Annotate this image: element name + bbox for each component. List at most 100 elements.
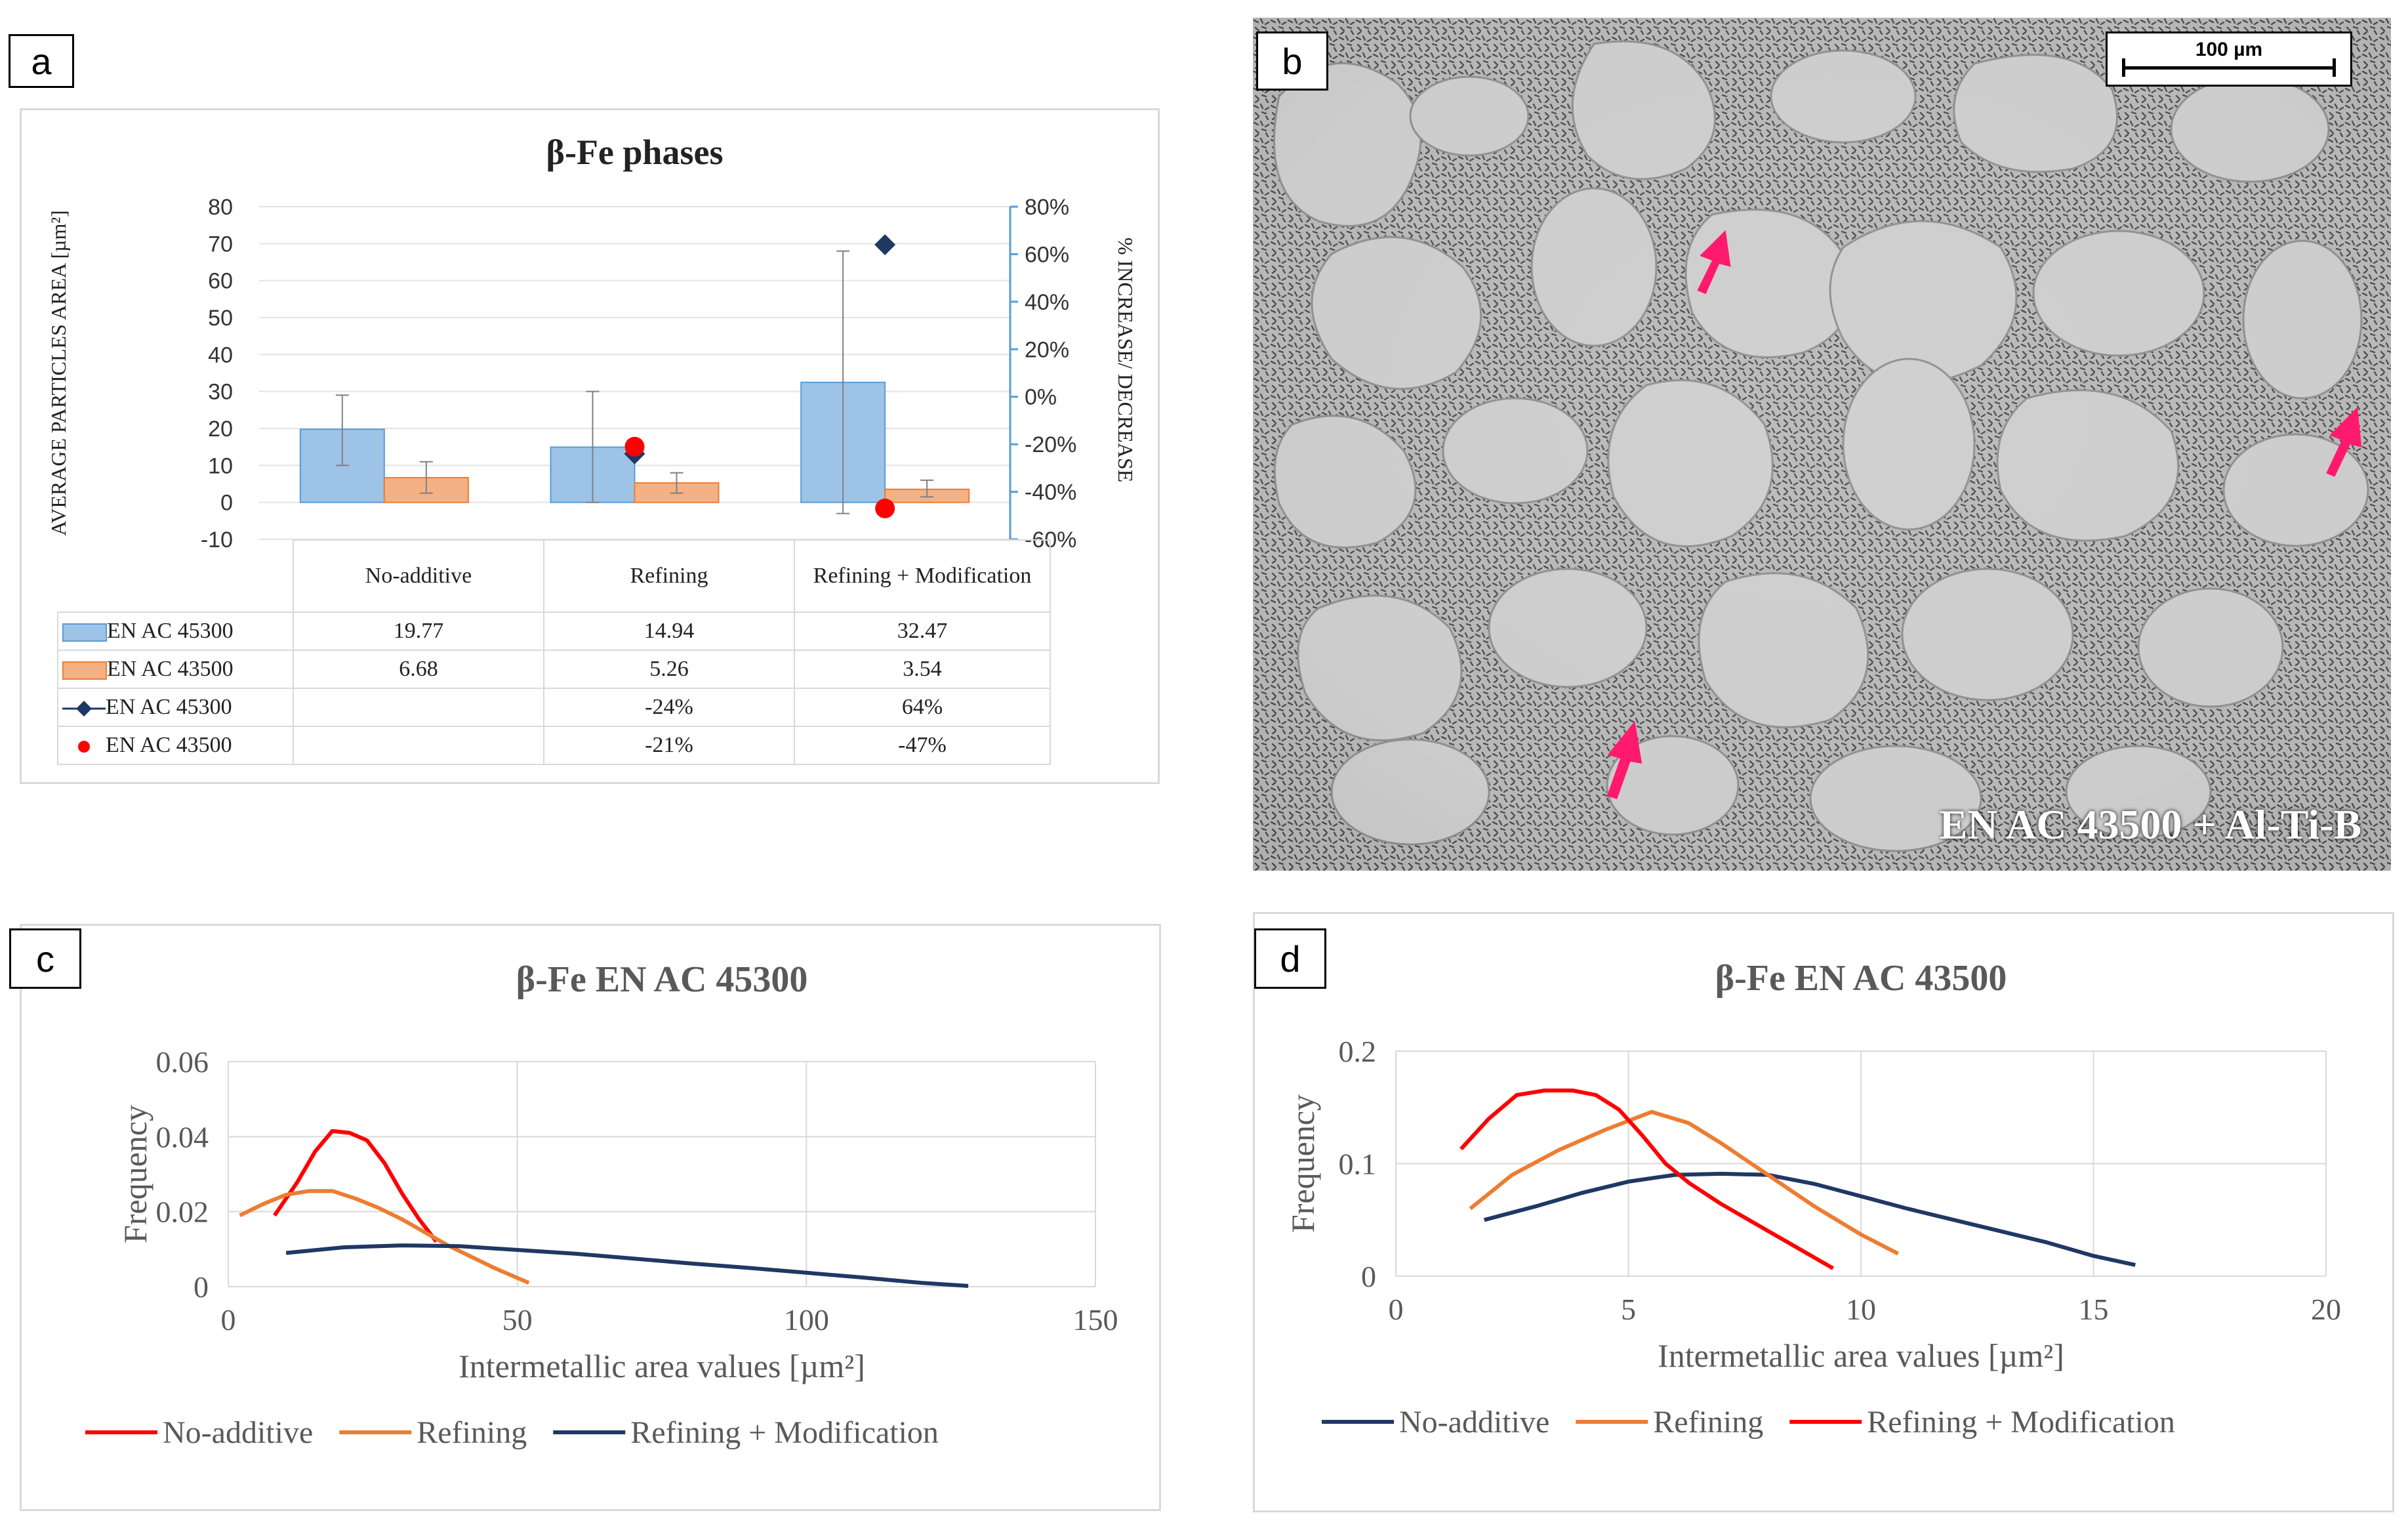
legend-label: Refining + Modification [1867, 1405, 2175, 1440]
y-tick-label: -10 [201, 528, 233, 552]
y2-tick-label: 60% [1025, 242, 1069, 267]
y-tick-label: 0 [1361, 1260, 1376, 1293]
x-tick-label: 50 [502, 1303, 533, 1337]
y-tick-label: 0.02 [156, 1195, 209, 1229]
y-tick-label: 0.04 [156, 1120, 209, 1153]
legend-cell: EN AC 43500 [57, 726, 294, 765]
legend-label: EN AC 45300 [107, 619, 234, 643]
table-cell [293, 726, 544, 765]
micrograph-caption: EN AC 43500 + Al-Ti-B [1939, 801, 2361, 848]
y-tick-label: 0.06 [156, 1045, 209, 1079]
y-tick-label: 0 [220, 491, 233, 516]
legend-swatch [62, 623, 107, 642]
y-tick-label: 70 [208, 232, 233, 257]
bar-chart-beta-fe-phases: β-Fe phases-1001020304050607080-60%-40%-… [47, 133, 1137, 552]
table-cell: 32.47 [794, 612, 1051, 651]
panel-a-letter: a [9, 34, 74, 88]
legend-label: Refining + Modification [630, 1415, 939, 1450]
table-cell: -24% [543, 688, 795, 727]
y-tick-label: 0.1 [1339, 1148, 1377, 1181]
dot-marker-icon [78, 741, 90, 753]
x-axis-label: Intermetallic area values [µm²] [1658, 1337, 2064, 1374]
category-label: No-additive [293, 539, 544, 613]
panel-b-letter: b [1256, 31, 1328, 91]
data-table-a: No-additive Refining Refining + Modifica… [57, 539, 1051, 765]
y2-axis-label: % INCREASE/ DECREASE [1114, 238, 1137, 482]
y-tick-label: 30 [208, 380, 233, 405]
diamond-marker-icon [62, 701, 106, 717]
panel-c-letter: c [9, 928, 81, 989]
table-cell: -47% [794, 726, 1051, 765]
x-axis-label: Intermetallic area values [µm²] [459, 1348, 865, 1384]
table-header-row: No-additive Refining Refining + Modifica… [58, 539, 1051, 613]
series-line [239, 1189, 530, 1285]
table-cell: 5.26 [543, 650, 795, 689]
table-cell: 19.77 [293, 612, 544, 651]
y-tick-label: 20 [208, 417, 233, 442]
chart-title: β-Fe EN AC 45300 [516, 959, 808, 1000]
y2-tick-label: -20% [1025, 432, 1076, 457]
y2-tick-label: 80% [1025, 195, 1069, 220]
chart-title: β-Fe EN AC 43500 [1715, 958, 2007, 999]
scale-bar-line [2122, 66, 2336, 70]
y-axis-label: Frequency [1284, 1094, 1321, 1233]
series-line [1483, 1171, 2136, 1267]
y2-tick-label: -40% [1025, 480, 1076, 505]
x-tick-label: 0 [1389, 1293, 1404, 1326]
panel-c-frame [20, 924, 1161, 1511]
legend-cell: EN AC 43500 [57, 650, 294, 689]
series-line [285, 1243, 969, 1288]
series-line [273, 1129, 438, 1243]
table-row: EN AC 45300 19.77 14.94 32.47 [57, 612, 1051, 651]
arrow-icons [1606, 230, 2362, 800]
legend-label: No-additive [1399, 1405, 1549, 1440]
x-tick-label: 5 [1621, 1293, 1636, 1326]
panel-d-letter: d [1254, 928, 1326, 989]
y2-tick-label: 40% [1025, 290, 1069, 315]
x-tick-label: 20 [2311, 1293, 2341, 1326]
y-tick-label: 10 [208, 453, 233, 478]
y2-tick-label: 0% [1025, 385, 1057, 410]
diamond-marker [874, 234, 896, 255]
table-cell: 3.54 [794, 650, 1051, 689]
x-tick-label: 150 [1073, 1303, 1118, 1337]
series-line [1469, 1110, 1900, 1256]
table-cell: 6.68 [293, 650, 544, 689]
y-axis-label: AVERAGE PARTICLES AREA [µm²] [47, 210, 70, 535]
line-chart-45300: β-Fe EN AC 45300 0 0.02 0.04 0.06 0 50 100 150 In… [85, 959, 1118, 1450]
legend-cell: EN AC 45300 [57, 612, 294, 651]
legend-swatch [62, 661, 107, 680]
x-tick-label: 15 [2079, 1293, 2109, 1326]
y-tick-label: 40 [208, 342, 233, 367]
y2-tick-label: 20% [1025, 337, 1069, 362]
table-cell [293, 688, 544, 727]
legend-label: Refining [1653, 1405, 1763, 1440]
legend-label: EN AC 45300 [106, 695, 232, 719]
y-tick-label: 60 [208, 269, 233, 294]
category-label: Refining + Modification [794, 539, 1051, 613]
x-tick-label: 0 [221, 1303, 236, 1337]
category-label: Refining [543, 539, 795, 613]
table-row: EN AC 45300 -24% 64% [57, 688, 1051, 727]
scale-bar-label: 100 µm [2195, 39, 2263, 60]
dot-marker [624, 436, 645, 457]
panel-d-frame [1253, 912, 2394, 1512]
legend-label: No-additive [163, 1415, 313, 1450]
table-row: EN AC 43500 6.68 5.26 3.54 [57, 650, 1051, 689]
legend-label: EN AC 43500 [106, 733, 232, 757]
scale-bar: 100 µm [2106, 31, 2352, 87]
y-axis-label: Frequency [117, 1105, 153, 1243]
dot-marker [875, 498, 895, 518]
y-tick-label: 80 [208, 195, 233, 220]
legend-cell: EN AC 45300 [57, 688, 294, 727]
y-tick-label: 0.2 [1339, 1035, 1377, 1068]
legend-label: Refining [417, 1415, 527, 1450]
y-tick-label: 50 [208, 306, 233, 331]
y-tick-label: 0 [194, 1270, 209, 1304]
micrograph-image [1253, 18, 2391, 871]
chart-title: β-Fe phases [546, 133, 724, 172]
series-line [1459, 1089, 1834, 1270]
table-cell: 64% [794, 688, 1051, 727]
table-row: EN AC 43500 -21% -47% [57, 726, 1051, 765]
x-tick-label: 10 [1846, 1293, 1876, 1326]
